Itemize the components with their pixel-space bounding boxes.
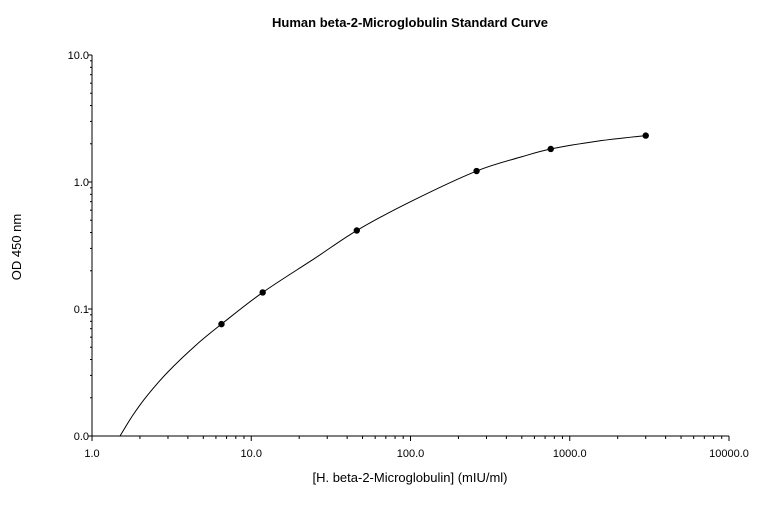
y-axis-label: OD 450 nm [9, 214, 24, 280]
data-point [353, 227, 360, 234]
fit-curve [119, 135, 646, 437]
x-tick-label: 10000.0 [709, 448, 749, 460]
data-point [259, 289, 266, 296]
y-tick-label: 1.0 [74, 177, 89, 189]
x-tick-label: 10.0 [241, 448, 262, 460]
data-point [218, 320, 225, 328]
y-tick-label: 0.0 [74, 431, 89, 443]
chart-title: Human beta-2-Microglobulin Standard Curv… [272, 15, 548, 30]
x-tick-label: 1000.0 [553, 448, 587, 460]
points-layer [218, 132, 649, 328]
y-tick-label: 0.1 [74, 304, 89, 316]
y-tick-label: 10.0 [68, 50, 89, 62]
data-point [473, 167, 480, 175]
data-point [547, 145, 554, 153]
fit-curve-layer [119, 135, 646, 437]
x-tick-label: 100.0 [397, 448, 425, 460]
axes: 0.0 0.1 1.0 10.0 1.0 10.0 100.0 1000.0 10000.0 [68, 50, 749, 460]
x-axis-label: [H. beta-2-Microglobulin] (mIU/ml) [312, 470, 507, 485]
data-point [642, 132, 649, 139]
x-tick-label: 1.0 [84, 448, 99, 460]
